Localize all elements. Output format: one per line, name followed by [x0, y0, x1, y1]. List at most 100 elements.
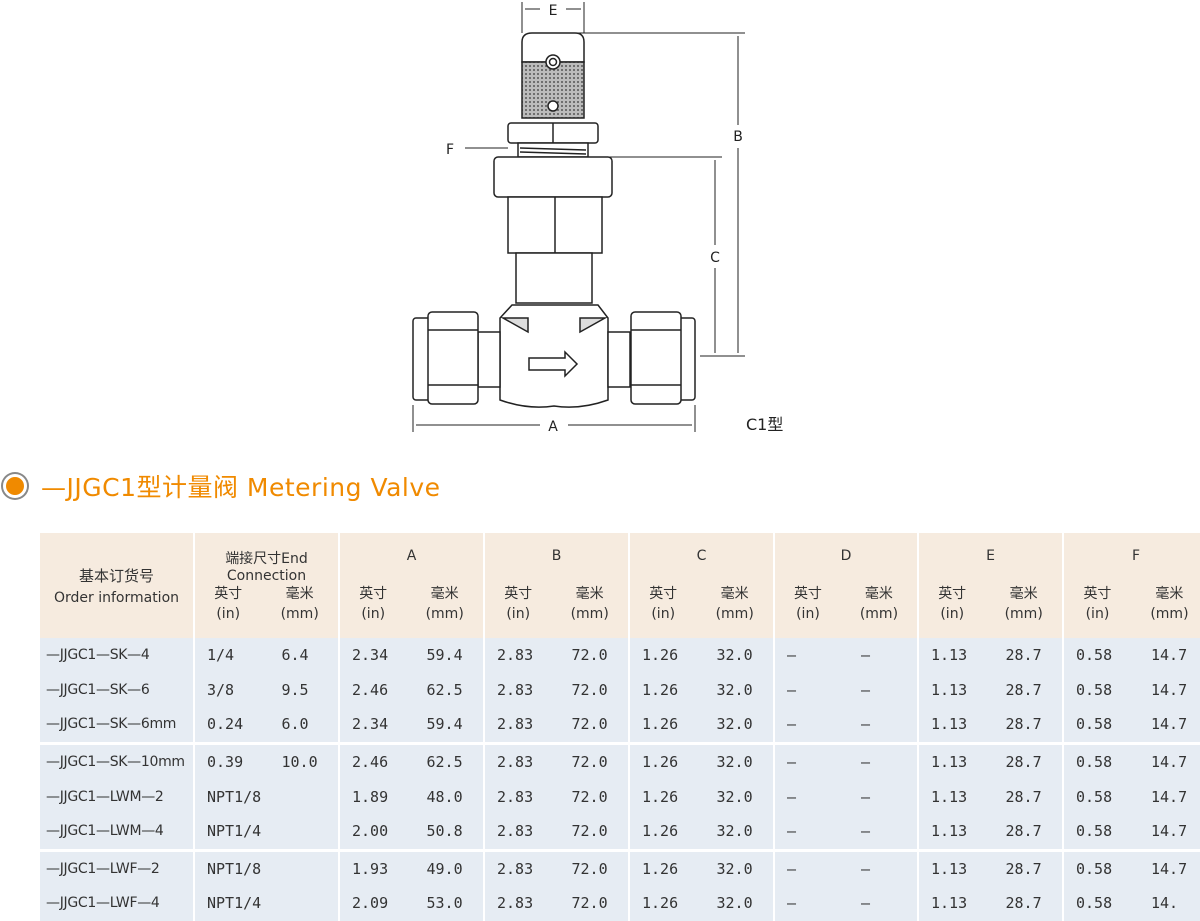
table-row: —JJGC1—LWM—4 NPT1/4 2.00 50.8 2.83 72.0 1.26 32…	[40, 813, 1200, 849]
unit-mm-cn: 毫米	[575, 585, 604, 602]
value-mm: 14.7	[1151, 753, 1188, 772]
value-mm: 14.7	[1151, 715, 1188, 734]
value-in: —	[787, 822, 797, 841]
bonnet	[493, 156, 613, 198]
table-row: —JJGC1—SK—6 3/8 9.5 2.46 62.5 2.83 72.0 1.26 32.…	[40, 672, 1200, 708]
value-cell: — —	[775, 848, 917, 887]
value-in: 1.26	[642, 715, 679, 734]
value-cell: 2.83 72.0	[485, 672, 628, 708]
value-cell: — —	[775, 886, 917, 921]
value-mm: 49.0	[426, 859, 463, 878]
value-mm: 14.7	[1151, 646, 1188, 665]
value-in: 2.34	[352, 715, 389, 734]
dim-group-label: E	[986, 547, 995, 564]
spec-table: 基本订货号 Order information 端接尺寸End Connecti…	[38, 533, 1200, 921]
header-dim-c: C 英寸 (in) 毫米 (mm)	[630, 533, 773, 638]
header-dim-a: A 英寸 (in) 毫米 (mm)	[340, 533, 483, 638]
value-in: 0.24	[207, 715, 244, 734]
value-mm	[264, 822, 339, 840]
unit-in: (in)	[940, 605, 965, 622]
value-cell: 0.58 14.7	[1064, 741, 1200, 780]
value-in: 0.58	[1076, 715, 1113, 734]
order-header-en: Order information	[53, 590, 180, 606]
value-in: 1.26	[642, 753, 679, 772]
value-mm: —	[861, 646, 871, 665]
value-mm: 28.7	[1005, 753, 1042, 772]
value-mm: 32.0	[716, 646, 753, 665]
value-mm: 32.0	[716, 715, 753, 734]
value-mm: 72.0	[571, 894, 608, 913]
value-mm: 62.5	[426, 753, 463, 772]
unit-mm: (mm)	[859, 605, 899, 622]
value-cell: 1.26 32.0	[630, 886, 773, 921]
value-in: 1.13	[931, 859, 968, 878]
value-in: —	[787, 787, 797, 806]
value-in: 0.58	[1076, 787, 1113, 806]
unit-in: (in)	[1085, 605, 1110, 622]
table-row: —JJGC1—SK—6mm 0.24 6.0 2.34 59.4 2.83 72.0 1.26…	[40, 707, 1200, 742]
value-in: 0.39	[207, 753, 244, 772]
value-mm: 28.7	[1005, 787, 1042, 806]
order-code: —JJGC1—LWM—4	[40, 813, 193, 849]
order-code: —JJGC1—SK—10mm	[40, 741, 193, 780]
unit-mm: (mm)	[425, 605, 464, 622]
table-row: —JJGC1—LWF—4 NPT1/4 2.09 53.0 2.83 72.0 1.26 32…	[40, 886, 1200, 921]
value-in: 2.83	[497, 787, 534, 806]
value-in: 2.83	[497, 894, 534, 913]
value-mm: 14.7	[1151, 859, 1188, 878]
value-mm: 50.8	[426, 822, 463, 841]
value-cell: 2.83 72.0	[485, 886, 628, 921]
value-cell: 2.83 72.0	[485, 848, 628, 887]
value-mm: —	[861, 753, 871, 772]
unit-mm-cn: 毫米	[1155, 585, 1184, 602]
end-header-1: 端接尺寸End	[225, 550, 308, 567]
unit-in: (in)	[216, 605, 241, 622]
dim-label-f: F	[446, 142, 454, 158]
value-in: NPT1/8	[207, 859, 262, 878]
value-mm: 28.7	[1005, 859, 1042, 878]
value-in: —	[787, 894, 797, 913]
table-row: —JJGC1—LWF—2 NPT1/8 1.93 49.0 2.83 72.0 1.26 32…	[40, 848, 1200, 887]
value-mm: 72.0	[571, 753, 608, 772]
value-in: 1.26	[642, 822, 679, 841]
value-cell: 2.00 50.8	[340, 813, 483, 849]
header-dim-e: E 英寸 (in) 毫米 (mm)	[919, 533, 1062, 638]
value-cell: 2.83 72.0	[485, 813, 628, 849]
order-code: —JJGC1—SK—6mm	[40, 707, 193, 742]
value-in: 2.46	[352, 753, 389, 772]
value-cell: 0.58 14.	[1064, 886, 1200, 921]
value-cell: 0.58 14.7	[1064, 813, 1200, 849]
order-code: —JJGC1—LWF—4	[40, 886, 193, 921]
value-cell: 1.26 32.0	[630, 779, 773, 814]
value-cell: 1.89 48.0	[340, 779, 483, 814]
value-mm: 72.0	[571, 715, 608, 734]
unit-in: (in)	[361, 605, 386, 622]
value-in: 2.83	[497, 680, 534, 699]
unit-mm: (mm)	[280, 605, 319, 622]
value-in: 1.13	[931, 646, 968, 665]
dim-group-label: D	[840, 547, 852, 564]
value-in: 1.13	[931, 680, 968, 699]
value-cell: 2.34 59.4	[340, 638, 483, 673]
value-mm: 32.0	[716, 859, 753, 878]
value-mm: —	[861, 715, 871, 734]
unit-in: (in)	[506, 605, 531, 622]
value-mm: 59.4	[426, 715, 463, 734]
value-in: 2.83	[497, 715, 534, 734]
value-cell: 2.34 59.4	[340, 707, 483, 742]
value-mm: 14.7	[1151, 680, 1188, 699]
value-cell: 1.13 28.7	[919, 741, 1062, 780]
unit-mm-cn: 毫米	[1009, 585, 1038, 602]
unit-mm-cn: 毫米	[285, 585, 314, 602]
value-mm: 28.7	[1005, 715, 1042, 734]
value-cell: 1.13 28.7	[919, 672, 1062, 708]
value-cell: — —	[775, 638, 917, 673]
table-row: —JJGC1—SK—10mm 0.39 10.0 2.46 62.5 2.83 72.0 1.…	[40, 741, 1200, 780]
value-in: 1.13	[931, 894, 968, 913]
dim-label-c: C	[710, 250, 720, 266]
value-in: 1.93	[352, 859, 389, 878]
value-mm	[264, 860, 339, 878]
unit-in-cn: 英寸	[214, 585, 243, 602]
value-cell: 0.58 14.7	[1064, 707, 1200, 742]
dim-group-label: C	[696, 547, 707, 564]
